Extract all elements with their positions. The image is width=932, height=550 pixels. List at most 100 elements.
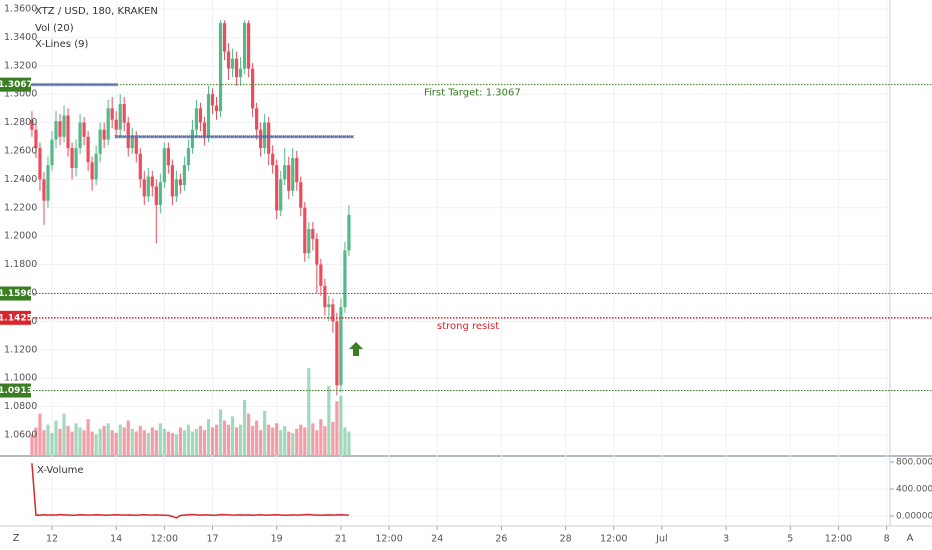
y-tick-label: 1.2200	[4, 202, 37, 213]
volume-bar	[319, 419, 323, 455]
x-line-crosses	[30, 82, 118, 87]
volume-bar	[186, 424, 191, 455]
y2-tick-label: 400.0000	[896, 485, 932, 495]
volume-bar	[202, 430, 207, 455]
candle-body	[335, 321, 339, 386]
volume-bar	[315, 430, 319, 455]
candle-body	[54, 121, 58, 140]
candle-body	[30, 119, 34, 130]
volume-bar	[323, 426, 327, 455]
candle-body	[66, 115, 70, 149]
volume-bar	[170, 432, 174, 455]
volume-bar	[50, 432, 54, 455]
indicator-label: Vol (20)	[35, 23, 74, 34]
candle-body	[226, 51, 231, 69]
level-tag	[0, 383, 31, 398]
volume-bar	[150, 427, 154, 455]
x-tick-label: 8	[884, 534, 890, 545]
volume-bar	[303, 427, 307, 455]
y-tick-label: 1.3200	[4, 60, 37, 71]
candle-body	[154, 186, 158, 205]
candle-body	[214, 105, 219, 112]
candle-body	[234, 58, 239, 78]
volume-bar	[311, 423, 315, 455]
candle-body	[186, 148, 191, 166]
volume-bar	[267, 424, 271, 455]
toolbar-button[interactable]: A	[907, 533, 914, 544]
candle-body	[339, 307, 343, 386]
volume-bar	[218, 409, 223, 455]
volume-bar	[263, 410, 267, 455]
y2-tick-label: 0.00000	[896, 512, 932, 522]
volume-bar	[234, 427, 239, 455]
candle-body	[279, 179, 283, 211]
volume-bar	[190, 431, 195, 455]
x-tick-label: 5	[787, 534, 793, 545]
volume-bar	[118, 424, 122, 455]
candle-body	[194, 108, 199, 130]
volume-bar	[86, 419, 90, 455]
candle-body	[182, 165, 187, 186]
candle-body	[50, 139, 54, 166]
volume-bar	[114, 432, 118, 455]
volume-bar	[251, 426, 255, 455]
volume-bar	[255, 420, 259, 455]
candle-body	[255, 108, 259, 130]
candle-body	[94, 153, 98, 180]
volume-bar	[194, 428, 199, 455]
level-tag	[0, 286, 31, 301]
candle-body	[275, 165, 279, 211]
y-tick-label: 1.0600	[4, 429, 37, 440]
candle-body	[42, 179, 46, 201]
x-tick-label: Jul	[655, 534, 667, 545]
y-tick-label: 1.2000	[4, 231, 37, 242]
candle-body	[190, 129, 195, 149]
candle-body	[283, 165, 287, 180]
volume-bar	[174, 434, 178, 455]
y-tick-label: 1.1200	[4, 344, 37, 355]
candle-body	[343, 250, 347, 308]
level-tag	[0, 310, 31, 325]
toolbar-button[interactable]: Z	[13, 533, 20, 544]
x-tick-label: 21	[335, 534, 347, 545]
indicator-label: X-Lines (9)	[35, 39, 88, 50]
candle-body	[126, 122, 130, 149]
candle-body	[222, 23, 227, 52]
candle-body	[291, 158, 295, 191]
volume-bar	[275, 423, 279, 455]
candle-body	[307, 229, 311, 254]
candle-body	[218, 23, 223, 112]
candle-body	[74, 148, 78, 168]
candle-body	[70, 148, 74, 168]
level-tag-label: 1.1596	[0, 289, 33, 299]
candle-body	[138, 153, 142, 180]
volume-bar	[42, 430, 46, 455]
candle-body	[174, 179, 178, 197]
chart-title: XTZ / USD, 180, KRAKEN	[35, 6, 158, 17]
candle-body	[210, 94, 215, 106]
x-volume-line	[31, 463, 349, 519]
candle-body	[130, 136, 134, 149]
candle-body	[271, 153, 275, 166]
volume-bar	[166, 431, 170, 455]
y-tick-label: 1.3600	[4, 3, 37, 14]
volume-bar	[162, 428, 166, 455]
x-tick-label: 17	[206, 534, 218, 545]
candle-body	[46, 165, 50, 201]
level-tag	[0, 77, 31, 92]
candle-body	[122, 104, 126, 123]
volume-bar	[130, 428, 134, 455]
candle-body	[295, 158, 299, 183]
volume-bar	[90, 431, 94, 455]
candle-body	[178, 179, 182, 186]
volume-bar	[82, 430, 86, 455]
volume-bar	[287, 431, 291, 455]
candle-body	[166, 148, 170, 166]
candle-body	[259, 129, 263, 149]
volume-bar	[226, 424, 231, 455]
candle-body	[263, 122, 267, 149]
candle-body	[142, 179, 146, 197]
candle-body	[58, 121, 62, 137]
candle-body	[34, 129, 38, 149]
